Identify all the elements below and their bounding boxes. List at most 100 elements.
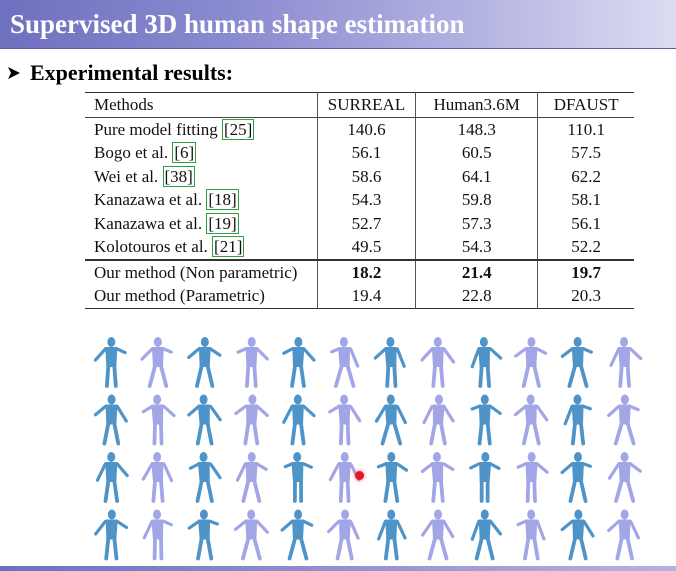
human36m-cell: 21.4 bbox=[415, 258, 538, 284]
arrow-bullet-icon bbox=[8, 67, 20, 79]
table-row: Wei et al. [38] 58.6 64.1 62.2 bbox=[85, 164, 634, 188]
slide-title: Supervised 3D human shape estimation bbox=[10, 9, 465, 39]
surreal-cell: 56.1 bbox=[316, 141, 416, 165]
human-mesh-figure-item bbox=[560, 509, 595, 561]
method-cell: Pure model fitting [25] bbox=[94, 118, 255, 140]
human-mesh-figure-item bbox=[283, 452, 313, 503]
surreal-cell: 49.5 bbox=[316, 235, 416, 260]
human-mesh-figure-item bbox=[187, 337, 222, 388]
human36m-cell: 60.5 bbox=[415, 141, 538, 165]
dfaust-cell: 57.5 bbox=[537, 141, 634, 165]
human-mesh-figure-item bbox=[187, 394, 222, 446]
human-mesh-figure-item bbox=[470, 509, 502, 561]
human36m-cell: 54.3 bbox=[415, 235, 538, 260]
human-mesh-figure-item bbox=[233, 509, 269, 561]
human-mesh-figure-item bbox=[514, 337, 548, 388]
human-mesh-figure-item bbox=[95, 452, 129, 503]
dfaust-cell: 56.1 bbox=[537, 211, 634, 235]
table-row-ours-nonparametric: Our method (Non parametric) 18.2 21.4 19… bbox=[85, 258, 634, 284]
surreal-cell: 52.7 bbox=[316, 211, 416, 235]
header-surreal: SURREAL bbox=[316, 92, 416, 118]
results-table: Methods SURREAL Human3.6M DFAUST Pure mo… bbox=[85, 92, 634, 309]
dfaust-cell: 62.2 bbox=[537, 164, 634, 188]
human-mesh-figure-item bbox=[188, 452, 222, 503]
slide-footer-bar bbox=[0, 566, 676, 571]
human-mesh-figure-item bbox=[470, 337, 503, 388]
citation-link[interactable]: [19] bbox=[206, 212, 239, 234]
human-mesh-figure-item bbox=[141, 452, 174, 503]
citation-link[interactable]: [18] bbox=[206, 189, 239, 210]
dfaust-cell: 20.3 bbox=[537, 284, 634, 308]
human-mesh-figure-item bbox=[376, 452, 409, 503]
human-mesh-figure-item bbox=[327, 509, 360, 561]
human-mesh-figure-item bbox=[421, 509, 455, 561]
human-mesh-figure-item bbox=[377, 509, 407, 561]
human-mesh-figure-item bbox=[93, 394, 128, 446]
method-cell: Kolotouros et al. [21] bbox=[94, 236, 245, 257]
human-mesh-figure-item bbox=[94, 509, 129, 561]
human-mesh-figure-item bbox=[516, 509, 546, 561]
human36m-cell: 57.3 bbox=[415, 211, 538, 235]
human-mesh-figure-item bbox=[330, 337, 360, 388]
table-row: Bogo et al. [6] 56.1 60.5 57.5 bbox=[85, 141, 634, 165]
human-mesh-figure-item bbox=[328, 394, 362, 446]
citation-link[interactable]: [38] bbox=[162, 165, 195, 187]
method-cell: Kanazawa et al. [19] bbox=[94, 212, 239, 234]
surreal-cell: 58.6 bbox=[316, 164, 416, 188]
human-mesh-figure-item bbox=[609, 337, 643, 388]
human-mesh-figure-item bbox=[282, 394, 316, 446]
dfaust-cell: 58.1 bbox=[537, 188, 634, 212]
human-mesh-figure-item bbox=[374, 394, 407, 446]
human36m-cell: 59.8 bbox=[415, 188, 538, 212]
dfaust-cell: 52.2 bbox=[537, 235, 634, 260]
header-methods: Methods bbox=[85, 92, 318, 118]
header-dfaust: DFAUST bbox=[537, 92, 634, 118]
human-mesh-figure-item bbox=[607, 452, 642, 503]
surreal-cell: 54.3 bbox=[316, 188, 416, 212]
human-mesh-figure-item bbox=[469, 452, 501, 503]
table-header-row: Methods SURREAL Human3.6M DFAUST bbox=[85, 92, 634, 118]
surreal-cell: 18.2 bbox=[316, 258, 416, 284]
human-mesh-figure-item bbox=[142, 509, 173, 561]
table-row-ours-parametric: Our method (Parametric) 19.4 22.8 20.3 bbox=[85, 284, 634, 308]
citation-link[interactable]: [6] bbox=[172, 142, 197, 163]
surreal-cell: 19.4 bbox=[316, 284, 416, 308]
dfaust-cell: 110.1 bbox=[537, 117, 634, 141]
human-mesh-figure-item bbox=[140, 337, 173, 388]
human-mesh-figure-item bbox=[516, 452, 549, 503]
human-mesh-figure-item bbox=[141, 394, 176, 446]
human-mesh-figure-item bbox=[235, 452, 268, 503]
human-mesh-figure-item bbox=[607, 394, 640, 446]
method-cell: Our method (Non parametric) bbox=[85, 258, 318, 284]
citation-link[interactable]: [25] bbox=[221, 118, 255, 140]
human-mesh-figure-item bbox=[187, 509, 219, 561]
bullet-row: Experimental results: bbox=[6, 59, 233, 87]
human36m-cell: 148.3 bbox=[415, 117, 538, 141]
human-mesh-figure-item bbox=[234, 394, 269, 446]
human-mesh-figure-item bbox=[563, 394, 592, 446]
bullet-heading: Experimental results: bbox=[30, 60, 234, 85]
surreal-cell: 140.6 bbox=[316, 117, 416, 141]
human-mesh-figure-item bbox=[513, 394, 549, 446]
table-row: Kanazawa et al. [18] 54.3 59.8 58.1 bbox=[85, 188, 634, 212]
human-mesh-figure-item bbox=[422, 394, 455, 446]
method-cell: Our method (Parametric) bbox=[94, 286, 265, 305]
dfaust-cell: 19.7 bbox=[537, 258, 634, 284]
human-mesh-figure-item bbox=[93, 337, 127, 388]
header-human36m: Human3.6M bbox=[415, 92, 538, 118]
human36m-cell: 22.8 bbox=[415, 284, 538, 308]
laser-pointer-dot bbox=[355, 471, 364, 480]
human-mesh-figure bbox=[93, 337, 643, 561]
table-row: Kolotouros et al. [21] 49.5 54.3 52.2 bbox=[85, 235, 634, 260]
human-mesh-figure-item bbox=[420, 337, 456, 388]
method-cell: Bogo et al. [6] bbox=[94, 142, 197, 163]
citation-link[interactable]: [21] bbox=[212, 236, 245, 257]
human-mesh-figure-item bbox=[282, 337, 316, 388]
method-cell: Wei et al. [38] bbox=[94, 165, 195, 187]
human-mesh-figure-item bbox=[280, 509, 314, 561]
human-mesh-figure-item bbox=[470, 394, 502, 446]
human-mesh-figure-item bbox=[560, 337, 593, 388]
human-mesh-figure-item bbox=[420, 452, 455, 503]
human-mesh-figure-item bbox=[236, 337, 269, 388]
table-row: Kanazawa et al. [19] 52.7 57.3 56.1 bbox=[85, 211, 634, 235]
